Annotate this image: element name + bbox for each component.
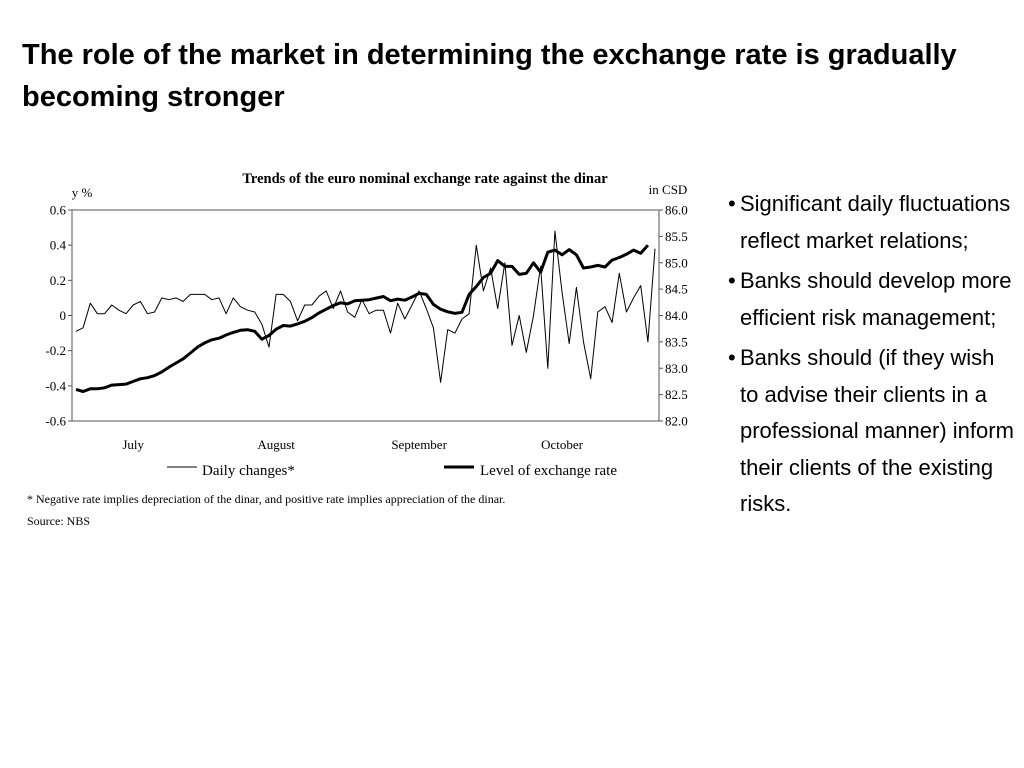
left-tick-label: -0.2 [45, 343, 66, 358]
left-tick-label: 0.6 [50, 203, 67, 218]
left-tick-label: -0.4 [45, 378, 66, 393]
x-tick-label: October [541, 437, 584, 452]
plot-area [71, 209, 660, 422]
slide-title: The role of the market in determining th… [22, 39, 957, 113]
left-tick-label: 0.4 [50, 238, 67, 253]
right-tick-label: 83.5 [665, 334, 688, 349]
x-axis: July August September October [122, 437, 583, 452]
right-tick-label: 84.0 [665, 308, 688, 323]
chart-source: Source: NBS [27, 514, 90, 528]
legend-label-exchange-rate: Level of exchange rate [480, 463, 617, 479]
legend-label-daily-changes: Daily changes* [202, 463, 295, 479]
series-line-exchange-rate [75, 244, 650, 393]
bullet-item: Significant daily fluctuations reflect m… [728, 186, 1018, 259]
right-tick-label: 82.5 [665, 387, 688, 402]
right-tick-label: 84.5 [665, 282, 688, 297]
right-tick-label: 85.5 [665, 229, 688, 244]
right-tick-label: 86.0 [665, 203, 688, 218]
left-axis-label: y % [72, 185, 93, 200]
x-tick-label: August [257, 437, 295, 452]
bullet-item: Banks should develop more efficient risk… [728, 263, 1018, 336]
right-axis-label: in CSD [649, 182, 688, 197]
chart-title: Trends of the euro nominal exchange rate… [242, 171, 608, 187]
left-tick-label: 0.2 [50, 273, 66, 288]
left-tick-label: -0.6 [45, 414, 66, 429]
bullet-list: Significant daily fluctuations reflect m… [728, 186, 1018, 527]
right-axis: 86.0 85.5 85.0 84.5 84.0 83.5 83.0 82.5 82.0 [659, 203, 688, 429]
right-tick-label: 85.0 [665, 255, 688, 270]
bullet-item: Banks should (if they wish to advise the… [728, 340, 1018, 523]
x-tick-label: July [122, 437, 144, 452]
series-layer [75, 230, 656, 393]
right-tick-label: 82.0 [665, 414, 688, 429]
left-tick-label: 0 [60, 308, 67, 323]
right-tick-label: 83.0 [665, 361, 688, 376]
series-line-daily-changes [75, 230, 656, 383]
left-axis: 0.6 0.4 0.2 0 -0.2 -0.4 -0.6 [45, 203, 72, 429]
x-tick-label: September [391, 437, 447, 452]
chart-footnote: * Negative rate implies depreciation of … [27, 492, 506, 506]
legend: Daily changes* Level of exchange rate [167, 463, 617, 479]
